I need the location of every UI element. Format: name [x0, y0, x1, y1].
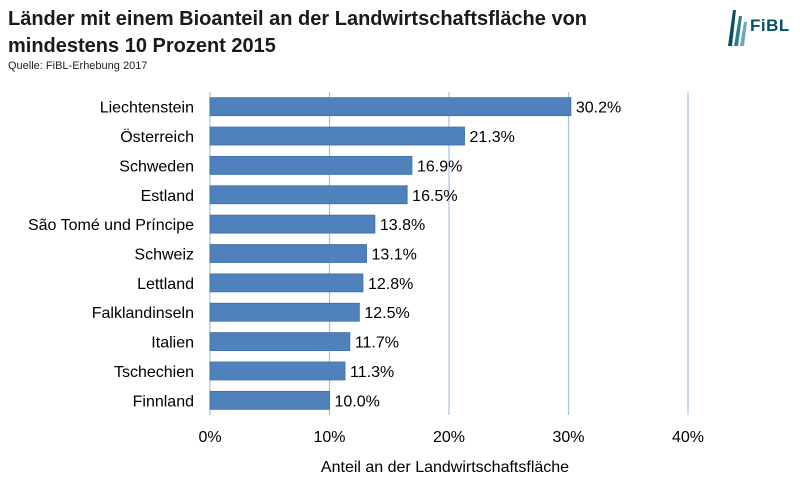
category-label: Österreich [120, 128, 194, 146]
bar [209, 332, 351, 351]
category-label: Schweiz [134, 247, 194, 264]
fibl-logo-icon [728, 10, 747, 46]
value-label: 16.9% [417, 158, 462, 175]
value-label: 12.5% [364, 305, 409, 322]
category-label: Estland [141, 188, 194, 205]
bar [209, 244, 367, 263]
value-label: 12.8% [368, 276, 413, 293]
value-label: 13.1% [372, 247, 417, 264]
bar [209, 156, 413, 175]
bar [209, 185, 408, 205]
bar [209, 273, 364, 293]
value-label: 13.8% [380, 217, 425, 234]
category-label: Finnland [133, 393, 194, 410]
x-tick-label: 30% [552, 429, 584, 446]
bar [209, 126, 465, 146]
category-label: Falklandinseln [92, 305, 194, 322]
category-label: Lettland [137, 276, 194, 293]
bar [209, 97, 572, 117]
category-labels: Liechtenstein Österreich Schweden Estland Sã… [28, 100, 194, 411]
category-label: Tschechien [114, 364, 194, 381]
value-label: 21.3% [470, 129, 515, 146]
x-tick-labels: 0% 10% 20% 30% 40% [198, 429, 704, 446]
value-label: 11.7% [355, 335, 399, 352]
category-label: Schweden [119, 158, 194, 175]
chart-title: Länder mit einem Bioanteil an der Landwi… [8, 8, 588, 57]
fibl-logo: FiBL [722, 6, 794, 50]
chart-source: Quelle: FiBL-Erhebung 2017 [8, 60, 148, 72]
category-label: São Tomé und Príncipe [28, 217, 194, 234]
x-tick-label: 10% [313, 429, 345, 446]
x-tick-label: 40% [672, 429, 704, 446]
value-label: 30.2% [576, 100, 621, 117]
fibl-logo-text: FiBL [750, 16, 790, 35]
bars [209, 97, 572, 410]
bar [209, 302, 360, 322]
bar [209, 361, 346, 381]
category-label: Italien [151, 335, 194, 352]
x-axis-title: Anteil an der Landwirtschaftsfläche [321, 459, 569, 476]
value-labels: 30.2% 21.3% 16.9% 16.5% 13.8% 13.1% 12.8% 12.5%… [335, 100, 622, 411]
bar [209, 390, 330, 410]
category-label: Liechtenstein [100, 100, 194, 117]
value-label: 10.0% [335, 393, 380, 410]
value-label: 16.5% [412, 188, 457, 205]
x-tick-label: 20% [433, 429, 465, 446]
value-label: 11.3% [350, 364, 394, 381]
bar [209, 214, 376, 234]
x-tick-label: 0% [198, 429, 221, 446]
